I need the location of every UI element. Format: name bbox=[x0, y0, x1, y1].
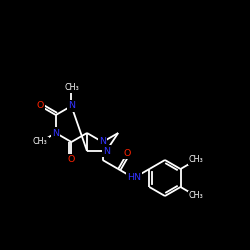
Text: CH₃: CH₃ bbox=[64, 84, 79, 92]
Text: HN: HN bbox=[127, 174, 141, 182]
Text: O: O bbox=[68, 156, 75, 164]
Text: CH₃: CH₃ bbox=[189, 192, 204, 200]
Text: N: N bbox=[68, 102, 75, 110]
Text: N: N bbox=[99, 138, 106, 146]
Text: O: O bbox=[36, 102, 44, 110]
Text: N: N bbox=[52, 128, 59, 138]
Text: CH₃: CH₃ bbox=[33, 138, 48, 146]
Text: N: N bbox=[103, 146, 110, 156]
Text: CH₃: CH₃ bbox=[189, 156, 204, 164]
Text: O: O bbox=[124, 149, 131, 158]
